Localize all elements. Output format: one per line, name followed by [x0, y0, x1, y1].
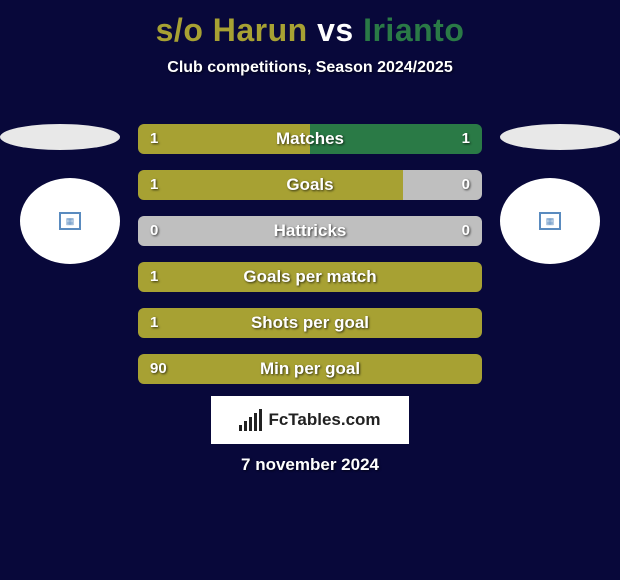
stat-bar-left: [138, 308, 482, 338]
title-player1: s/o Harun: [156, 12, 308, 48]
player1-photo-placeholder: [0, 124, 120, 150]
club-badge-icon: ▦: [539, 212, 561, 230]
stat-row: Matches11: [138, 124, 482, 154]
logo-text: FcTables.com: [268, 410, 380, 430]
logo-bar: [239, 425, 242, 431]
club-badge-icon: ▦: [59, 212, 81, 230]
logo-bars-icon: [239, 409, 262, 431]
stat-bar-left: [138, 354, 482, 384]
stats-comparison: Matches11 Goals10 Hattricks00 Goals per mat…: [138, 124, 482, 400]
title-vs: vs: [308, 12, 363, 48]
stat-bar-right: [310, 124, 482, 154]
stat-bar-left: [138, 216, 482, 246]
logo-bar: [244, 421, 247, 431]
stat-row: Shots per goal1: [138, 308, 482, 338]
stat-row: Hattricks00: [138, 216, 482, 246]
fctables-logo: FcTables.com: [211, 396, 409, 444]
player2-photo-placeholder: [500, 124, 620, 150]
logo-bar: [249, 417, 252, 431]
stat-bar-left: [138, 124, 310, 154]
logo-bar: [259, 409, 262, 431]
page-title: s/o Harun vs Irianto: [0, 0, 620, 49]
subtitle: Club competitions, Season 2024/2025: [0, 59, 620, 77]
stat-bar-left: [138, 262, 482, 292]
stat-bar-right: [403, 170, 482, 200]
stat-row: Goals10: [138, 170, 482, 200]
player2-club-badge: ▦: [500, 178, 600, 264]
stat-row: Goals per match1: [138, 262, 482, 292]
player1-club-badge: ▦: [20, 178, 120, 264]
logo-bar: [254, 413, 257, 431]
title-player2: Irianto: [363, 12, 464, 48]
stat-bar-left: [138, 170, 403, 200]
stat-row: Min per goal90: [138, 354, 482, 384]
date-text: 7 november 2024: [0, 455, 620, 475]
